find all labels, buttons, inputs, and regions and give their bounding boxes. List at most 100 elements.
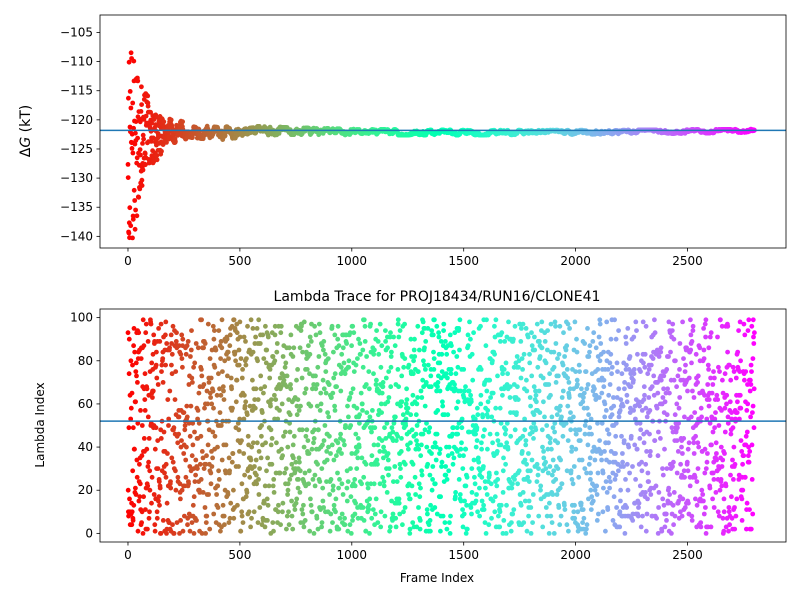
lambda-point: [178, 351, 184, 357]
lambda-point: [240, 520, 246, 525]
free-energy-point: [138, 109, 144, 114]
lambda-point: [263, 440, 268, 446]
lambda-point: [558, 403, 563, 409]
lambda-point: [139, 520, 145, 525]
lambda-point: [540, 444, 545, 450]
lambda-point: [531, 412, 537, 418]
lambda-point: [260, 332, 266, 338]
lambda-point: [441, 321, 447, 327]
lambda-point: [325, 410, 330, 415]
lambda-point: [289, 461, 295, 467]
lambda-point: [442, 520, 448, 525]
lambda-point: [596, 511, 601, 517]
lambda-point: [597, 321, 603, 327]
lambda-point: [173, 369, 179, 374]
lambda-point: [289, 513, 295, 519]
lambda-point: [437, 388, 443, 394]
lambda-point: [157, 339, 163, 344]
lambda-point: [541, 399, 546, 405]
lambda-point: [500, 392, 505, 398]
lambda-point: [424, 507, 430, 512]
lambda-point: [330, 483, 336, 489]
lambda-point: [246, 509, 252, 515]
lambda-point: [257, 505, 263, 510]
lambda-point: [290, 526, 296, 532]
lambda-point: [426, 522, 432, 528]
lambda-point: [250, 326, 256, 331]
lambda-point: [199, 449, 205, 454]
lambda-point: [256, 477, 261, 482]
lambda-point: [228, 375, 234, 381]
lambda-point: [445, 453, 451, 459]
lambda-point: [545, 446, 551, 452]
lambda-point: [501, 367, 507, 372]
lambda-point: [335, 336, 341, 342]
lambda-point: [483, 531, 489, 536]
lambda-point: [277, 375, 283, 381]
lambda-point: [446, 468, 452, 474]
lambda-point: [151, 492, 157, 497]
lambda-point: [227, 515, 233, 521]
lambda-point: [306, 451, 312, 456]
lambda-point: [472, 416, 478, 422]
lambda-point: [593, 397, 599, 402]
lambda-point: [182, 483, 188, 489]
lambda-point: [347, 522, 353, 528]
lambda-point: [352, 483, 358, 489]
lambda-point: [572, 502, 577, 508]
lambda-point: [492, 494, 498, 500]
lambda-point: [332, 403, 337, 409]
lambda-point: [452, 330, 458, 336]
lambda-point: [601, 485, 606, 491]
lambda-point: [487, 472, 492, 478]
lambda-point: [544, 423, 550, 428]
lambda-point: [581, 390, 587, 396]
lambda-point: [157, 502, 162, 508]
lambda-point: [459, 416, 465, 422]
x-tick-label: 2500: [672, 254, 703, 268]
lambda-point: [534, 479, 540, 484]
lambda-point: [237, 334, 243, 340]
lambda-point: [482, 427, 487, 433]
y-tick-label: −105: [60, 25, 93, 39]
lambda-point: [268, 427, 274, 433]
lambda-point: [359, 455, 365, 461]
lambda-point: [538, 483, 544, 489]
lambda-point: [549, 472, 555, 478]
lambda-point: [226, 356, 231, 361]
free-energy-point: [141, 136, 147, 142]
lambda-point: [480, 414, 486, 420]
lambda-point: [389, 498, 394, 504]
lambda-point: [582, 423, 588, 428]
lambda-point: [603, 479, 609, 484]
lambda-point: [366, 369, 372, 374]
lambda-point: [336, 343, 342, 349]
lambda-point: [231, 515, 237, 521]
lambda-point: [163, 332, 168, 338]
free-energy-point: [222, 133, 228, 139]
lambda-point: [503, 360, 509, 366]
lambda-point: [422, 345, 427, 351]
lambda-point: [125, 330, 131, 336]
lambda-point: [396, 496, 402, 502]
lambda-point: [184, 343, 190, 349]
lambda-point: [199, 367, 204, 372]
lambda-point: [210, 323, 216, 329]
lambda-point: [455, 399, 461, 405]
lambda-point: [599, 457, 604, 463]
lambda-point: [344, 498, 350, 504]
lambda-point: [539, 427, 545, 433]
lambda-point: [605, 507, 611, 512]
lambda-point: [486, 522, 492, 528]
lambda-point: [231, 487, 236, 493]
lambda-point: [457, 453, 463, 459]
lambda-point: [180, 528, 186, 534]
lambda-point: [149, 474, 155, 480]
lambda-point: [375, 461, 380, 467]
lambda-point: [340, 492, 346, 497]
lambda-point: [422, 427, 428, 433]
lambda-point: [321, 505, 326, 510]
lambda-point: [149, 500, 154, 506]
lambda-point: [572, 427, 578, 433]
free-energy-point: [143, 162, 148, 168]
